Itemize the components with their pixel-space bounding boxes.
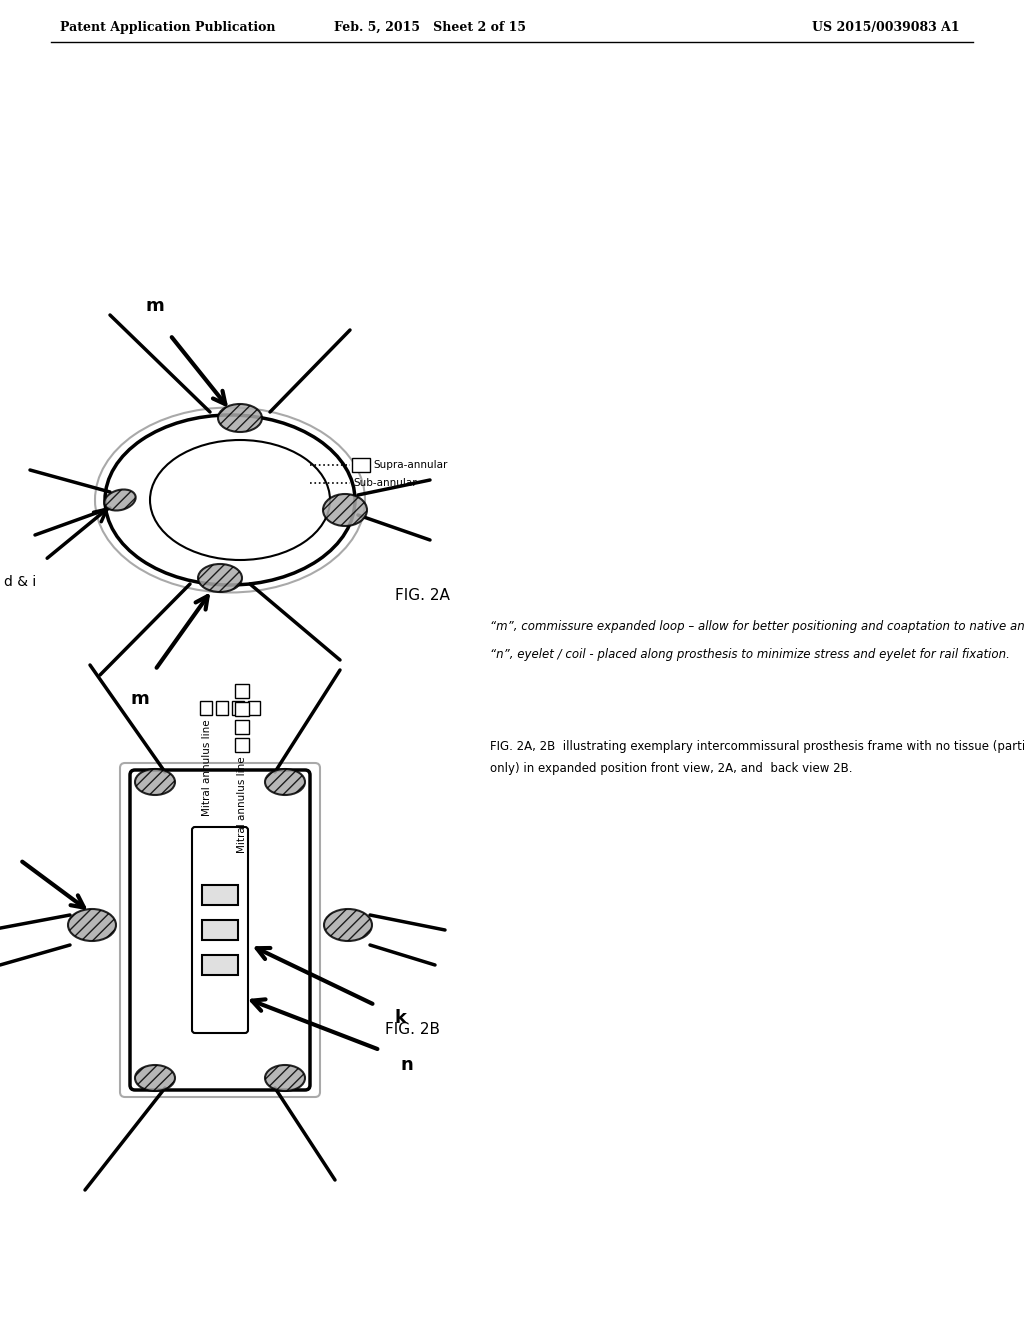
Text: “m”, commissure expanded loop – allow for better positioning and coaptation to n: “m”, commissure expanded loop – allow fo… [490, 620, 1024, 634]
Ellipse shape [265, 1065, 305, 1092]
Text: Feb. 5, 2015   Sheet 2 of 15: Feb. 5, 2015 Sheet 2 of 15 [334, 21, 526, 33]
Text: d & i: d & i [4, 576, 36, 589]
Bar [202, 884, 238, 906]
Ellipse shape [265, 770, 305, 795]
Text: Mitral annulus line: Mitral annulus line [202, 719, 212, 816]
Bar [202, 920, 238, 940]
Ellipse shape [135, 1065, 175, 1092]
Text: m: m [131, 690, 150, 708]
Bar [234, 684, 249, 698]
Bar [248, 701, 260, 715]
Text: FIG. 2A, 2B  illustrating exemplary intercommissural prosthesis frame with no ti: FIG. 2A, 2B illustrating exemplary inter… [490, 741, 1024, 752]
Ellipse shape [323, 494, 367, 525]
Ellipse shape [218, 404, 262, 432]
Bar [234, 702, 249, 715]
Text: FIG. 2B: FIG. 2B [385, 1023, 440, 1038]
Bar [232, 701, 244, 715]
Ellipse shape [324, 909, 372, 941]
Text: US 2015/0039083 A1: US 2015/0039083 A1 [812, 21, 961, 33]
Text: k: k [395, 1008, 407, 1027]
Text: n: n [400, 1056, 413, 1074]
Bar [200, 701, 212, 715]
Bar [216, 701, 228, 715]
Ellipse shape [104, 490, 135, 511]
Text: Supra-annular: Supra-annular [373, 459, 447, 470]
Bar [202, 954, 238, 975]
Text: Sub-annular: Sub-annular [353, 478, 417, 488]
Bar [352, 458, 370, 473]
Ellipse shape [198, 564, 242, 591]
Text: only) in expanded position front view, 2A, and  back view 2B.: only) in expanded position front view, 2… [490, 762, 853, 775]
Bar [234, 719, 249, 734]
Ellipse shape [135, 770, 175, 795]
Text: Patent Application Publication: Patent Application Publication [60, 21, 275, 33]
Text: m: m [145, 297, 165, 315]
Bar [234, 738, 249, 752]
Text: FIG. 2A: FIG. 2A [395, 587, 450, 602]
Text: Mitral annulus line: Mitral annulus line [237, 756, 247, 853]
Ellipse shape [68, 909, 116, 941]
Text: “n”, eyelet / coil - placed along prosthesis to minimize stress and eyelet for r: “n”, eyelet / coil - placed along prosth… [490, 648, 1010, 661]
